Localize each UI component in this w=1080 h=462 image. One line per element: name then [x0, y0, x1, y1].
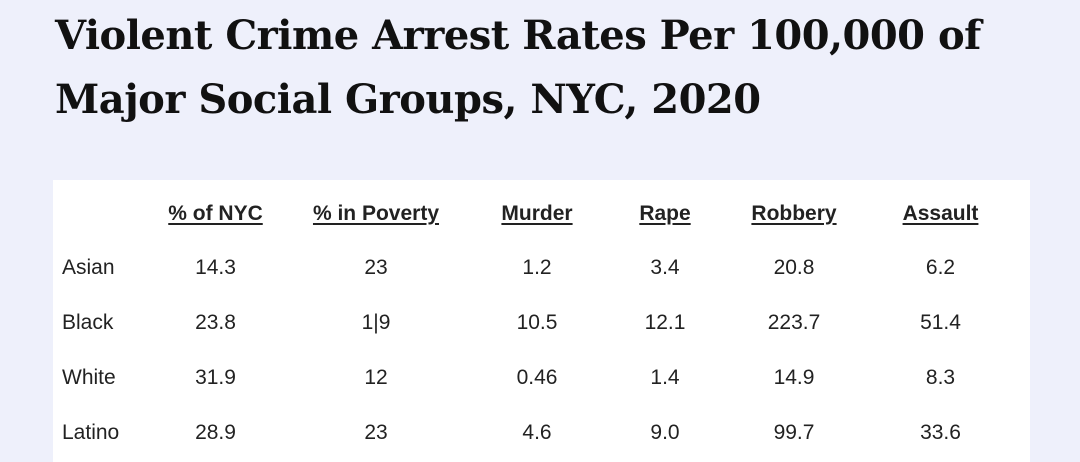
data-table-card: % of NYC % in Poverty Murder Rape Robber… [53, 180, 1030, 462]
row-label: Black [62, 310, 114, 334]
title-line-2: Major Social Groups, NYC, 2020 [55, 76, 761, 123]
table-cell: 23.8 [195, 310, 236, 334]
table-cell: 223.7 [767, 310, 821, 334]
arrest-rates-table: % of NYC % in Poverty Murder Rape Robber… [53, 188, 1013, 460]
table-cell: 14.9 [773, 365, 815, 389]
table-cell: 14.3 [195, 255, 236, 279]
header-corner [53, 188, 143, 240]
table-cell: 1.2 [522, 255, 552, 279]
table-cell: 12 [364, 365, 388, 389]
table-cell: 31.9 [195, 365, 236, 389]
table-row: Asian 14.3 23 1.2 3.4 20.8 6.2 [53, 240, 1013, 295]
header-pct-of-nyc: % of NYC [168, 202, 263, 225]
table-row: Latino 28.9 23 4.6 9.0 99.7 33.6 [53, 405, 1013, 460]
table-cell: 6.2 [925, 255, 956, 279]
table-cell: 99.7 [773, 420, 815, 444]
header-assault: Assault [902, 202, 979, 225]
table-cell: 28.9 [195, 420, 236, 444]
table-cell: 1.4 [650, 365, 680, 389]
row-label: Latino [62, 420, 120, 444]
header-robbery: Robbery [751, 202, 837, 225]
table-cell: 20.8 [773, 255, 815, 279]
table-row: Black 23.8 1|9 10.5 12.1 223.7 51.4 [53, 295, 1013, 350]
header-rape: Rape [639, 202, 691, 225]
table-cell: 4.6 [522, 420, 552, 444]
table-cell: 12.1 [644, 310, 686, 334]
row-label: White [62, 365, 116, 389]
page-title: Violent Crime Arrest Rates Per 100,000 o… [55, 4, 1055, 132]
header-pct-in-poverty: % in Poverty [312, 202, 440, 225]
table-cell: 0.46 [516, 365, 558, 389]
table-cell: 33.6 [920, 420, 961, 444]
table-cell: 8.3 [925, 365, 956, 389]
header-murder: Murder [501, 202, 573, 225]
table-cell: 23 [364, 255, 388, 279]
table-cell: 23 [364, 420, 388, 444]
table-cell: 9.0 [650, 420, 680, 444]
table-cell: 3.4 [650, 255, 680, 279]
table-cell: 10.5 [516, 310, 558, 334]
row-label: Asian [62, 255, 115, 279]
header-row: % of NYC % in Poverty Murder Rape Robber… [53, 188, 1013, 240]
table-cell: 51.4 [920, 310, 961, 334]
title-line-1: Violent Crime Arrest Rates Per 100,000 o… [55, 12, 981, 59]
table-cell: 1|9 [361, 310, 391, 334]
table-row: White 31.9 12 0.46 1.4 14.9 8.3 [53, 350, 1013, 405]
